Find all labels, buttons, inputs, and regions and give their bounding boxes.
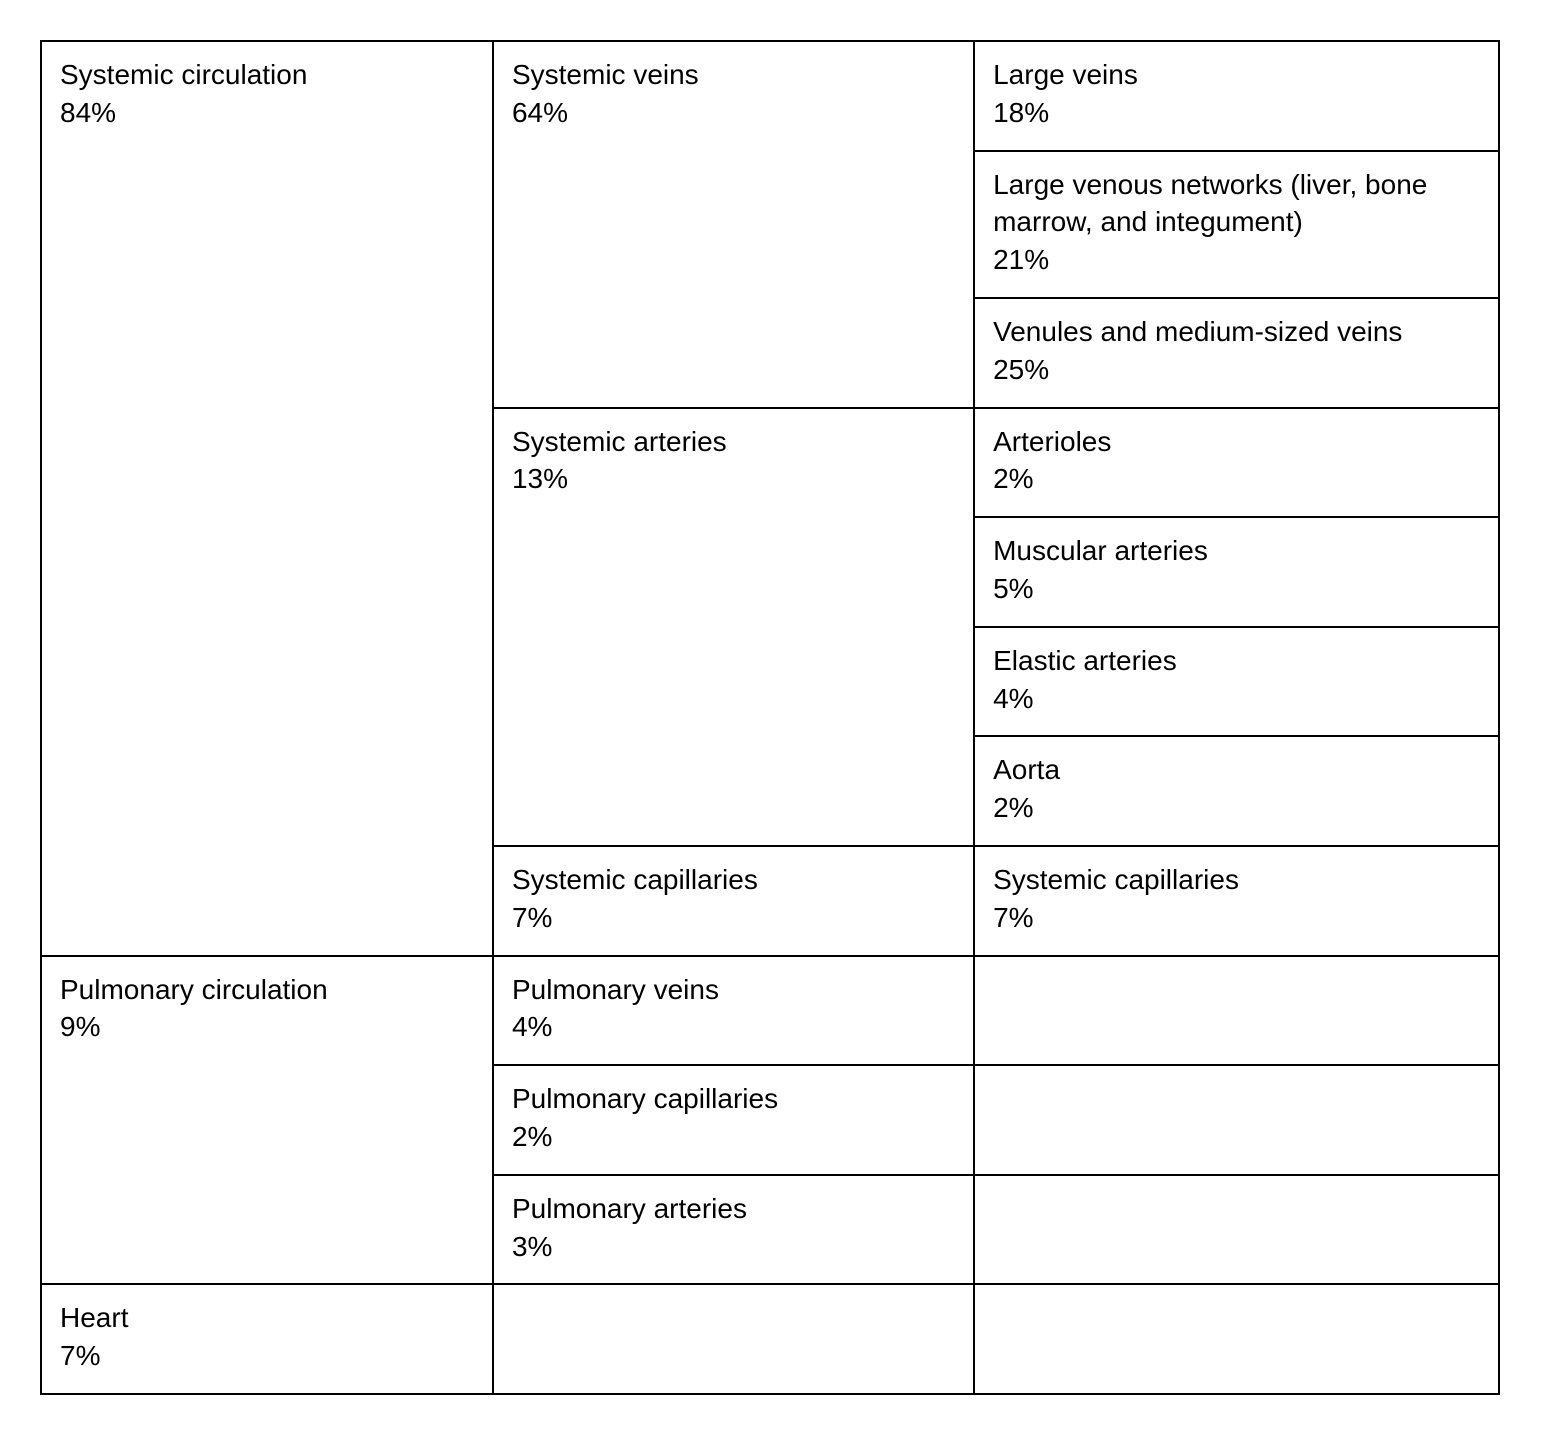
cell-percent: 7% [60, 1337, 474, 1375]
cell-systemic-capillaries-right: Systemic capillaries 7% [974, 846, 1499, 956]
cell-venules: Venules and medium-sized veins 25% [974, 298, 1499, 408]
cell-percent: 25% [993, 351, 1480, 389]
cell-percent: 7% [512, 899, 955, 937]
cell-percent: 3% [512, 1228, 955, 1266]
cell-muscular-arteries: Muscular arteries 5% [974, 517, 1499, 627]
cell-empty [493, 1284, 974, 1394]
cell-label: Pulmonary arteries [512, 1190, 955, 1228]
cell-systemic-circulation: Systemic circulation 84% [41, 41, 493, 956]
cell-label: Systemic circulation [60, 56, 474, 94]
cell-label: Elastic arteries [993, 642, 1480, 680]
cell-label: Large veins [993, 56, 1480, 94]
cell-empty [974, 1065, 1499, 1175]
cell-empty [974, 1284, 1499, 1394]
cell-percent: 64% [512, 94, 955, 132]
table-row: Systemic circulation 84% Systemic veins … [41, 41, 1499, 151]
cell-pulmonary-circulation: Pulmonary circulation 9% [41, 956, 493, 1285]
cell-percent: 18% [993, 94, 1480, 132]
cell-percent: 5% [993, 570, 1480, 608]
cell-label: Systemic capillaries [993, 861, 1480, 899]
cell-systemic-veins: Systemic veins 64% [493, 41, 974, 408]
cell-label: Muscular arteries [993, 532, 1480, 570]
cell-label: Pulmonary capillaries [512, 1080, 955, 1118]
cell-heart: Heart 7% [41, 1284, 493, 1394]
cell-label: Systemic capillaries [512, 861, 955, 899]
blood-distribution-table: Systemic circulation 84% Systemic veins … [40, 40, 1500, 1395]
cell-aorta: Aorta 2% [974, 736, 1499, 846]
table-row: Pulmonary circulation 9% Pulmonary veins… [41, 956, 1499, 1066]
cell-systemic-capillaries-mid: Systemic capillaries 7% [493, 846, 974, 956]
cell-percent: 13% [512, 460, 955, 498]
cell-percent: 2% [993, 460, 1480, 498]
cell-label: Systemic veins [512, 56, 955, 94]
cell-empty [974, 1175, 1499, 1285]
cell-label: Pulmonary circulation [60, 971, 474, 1009]
cell-systemic-arteries: Systemic arteries 13% [493, 408, 974, 846]
cell-elastic-arteries: Elastic arteries 4% [974, 627, 1499, 737]
cell-pulmonary-arteries: Pulmonary arteries 3% [493, 1175, 974, 1285]
cell-percent: 4% [993, 680, 1480, 718]
cell-arterioles: Arterioles 2% [974, 408, 1499, 518]
cell-empty [974, 956, 1499, 1066]
cell-percent: 21% [993, 241, 1480, 279]
cell-large-venous-networks: Large venous networks (liver, bone marro… [974, 151, 1499, 298]
cell-label: Heart [60, 1299, 474, 1337]
cell-label: Venules and medium-sized veins [993, 313, 1480, 351]
cell-label: Aorta [993, 751, 1480, 789]
cell-percent: 84% [60, 94, 474, 132]
cell-percent: 2% [993, 789, 1480, 827]
cell-label: Pulmonary veins [512, 971, 955, 1009]
cell-percent: 4% [512, 1008, 955, 1046]
cell-percent: 9% [60, 1008, 474, 1046]
cell-pulmonary-veins: Pulmonary veins 4% [493, 956, 974, 1066]
cell-pulmonary-capillaries: Pulmonary capillaries 2% [493, 1065, 974, 1175]
cell-percent: 2% [512, 1118, 955, 1156]
table-row: Heart 7% [41, 1284, 1499, 1394]
cell-large-veins: Large veins 18% [974, 41, 1499, 151]
cell-label: Large venous networks (liver, bone marro… [993, 166, 1480, 242]
cell-label: Arterioles [993, 423, 1480, 461]
cell-label: Systemic arteries [512, 423, 955, 461]
cell-percent: 7% [993, 899, 1480, 937]
